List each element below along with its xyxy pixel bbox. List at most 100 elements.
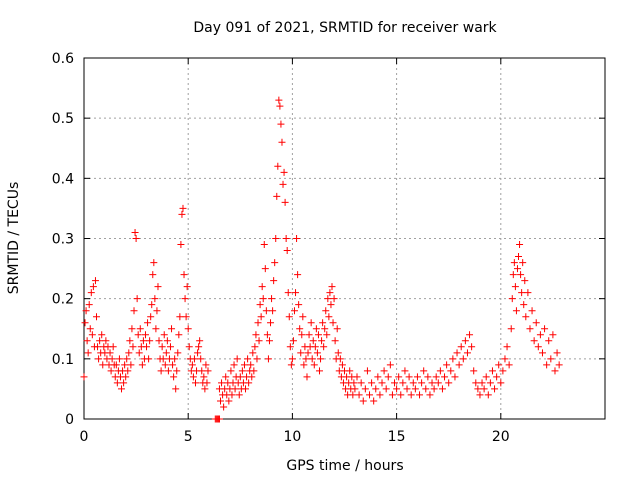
data-point bbox=[357, 379, 365, 387]
data-point bbox=[278, 138, 286, 146]
data-point bbox=[374, 373, 382, 381]
data-point bbox=[333, 325, 341, 333]
data-point bbox=[153, 307, 161, 315]
data-point bbox=[188, 361, 196, 369]
data-point bbox=[107, 367, 115, 375]
data-point bbox=[260, 241, 268, 249]
data-point bbox=[327, 301, 335, 309]
data-point bbox=[161, 361, 169, 369]
data-point bbox=[172, 385, 180, 393]
data-point bbox=[146, 337, 154, 345]
data-point bbox=[297, 349, 305, 357]
data-point bbox=[461, 337, 469, 345]
data-point bbox=[538, 349, 546, 357]
data-point bbox=[329, 319, 337, 327]
data-point bbox=[480, 385, 488, 393]
data-point bbox=[476, 391, 484, 399]
data-point bbox=[513, 265, 521, 273]
data-point bbox=[141, 331, 149, 339]
data-point bbox=[441, 373, 449, 381]
data-point bbox=[121, 361, 129, 369]
data-point bbox=[424, 373, 432, 381]
data-point bbox=[168, 325, 176, 333]
data-point bbox=[257, 313, 265, 321]
data-point bbox=[283, 247, 291, 255]
data-point bbox=[411, 385, 419, 393]
data-point bbox=[509, 271, 517, 279]
data-point bbox=[532, 319, 540, 327]
data-point bbox=[182, 313, 190, 321]
data-point bbox=[503, 343, 511, 351]
data-point bbox=[251, 343, 259, 351]
data-point bbox=[133, 295, 141, 303]
data-point bbox=[302, 355, 310, 363]
data-point bbox=[254, 319, 262, 327]
data-point bbox=[350, 379, 358, 387]
data-point bbox=[310, 361, 318, 369]
data-point bbox=[82, 307, 90, 315]
data-point bbox=[242, 385, 250, 393]
data-point bbox=[293, 235, 301, 242]
data-point bbox=[151, 295, 159, 303]
data-point bbox=[516, 241, 524, 249]
data-point bbox=[160, 331, 168, 339]
data-point bbox=[86, 325, 94, 333]
y-tick-label: 0.1 bbox=[52, 352, 74, 368]
data-point bbox=[143, 343, 151, 351]
data-point bbox=[308, 355, 316, 363]
data-point bbox=[258, 283, 266, 291]
data-point bbox=[317, 355, 325, 363]
data-point bbox=[191, 379, 199, 387]
data-point bbox=[169, 361, 177, 369]
data-point bbox=[220, 403, 228, 411]
data-point bbox=[457, 343, 465, 351]
data-point bbox=[249, 349, 257, 357]
data-point bbox=[255, 337, 263, 345]
data-point bbox=[157, 367, 165, 375]
data-point bbox=[320, 343, 328, 351]
y-tick-label: 0 bbox=[65, 412, 74, 428]
data-point bbox=[200, 373, 208, 381]
data-point bbox=[203, 379, 211, 387]
data-point bbox=[264, 355, 272, 363]
data-point bbox=[296, 325, 304, 333]
data-point bbox=[388, 391, 396, 399]
data-point bbox=[501, 355, 509, 363]
data-point bbox=[455, 361, 463, 369]
data-point bbox=[87, 289, 95, 297]
data-point bbox=[287, 361, 295, 369]
data-point bbox=[175, 331, 183, 339]
data-point bbox=[173, 367, 181, 375]
data-point bbox=[545, 337, 553, 345]
data-point bbox=[123, 355, 131, 363]
data-point bbox=[463, 349, 471, 357]
data-point bbox=[135, 349, 143, 357]
data-point bbox=[507, 325, 515, 333]
data-point bbox=[152, 325, 160, 333]
data-point bbox=[338, 361, 346, 369]
data-point bbox=[313, 349, 321, 357]
data-point bbox=[248, 373, 256, 381]
data-point bbox=[449, 355, 457, 363]
data-point bbox=[359, 397, 367, 405]
data-point bbox=[171, 355, 179, 363]
data-point bbox=[428, 379, 436, 387]
data-point bbox=[163, 337, 171, 345]
y-tick-label: 0.5 bbox=[52, 111, 74, 127]
y-tick-label: 0.3 bbox=[52, 232, 74, 248]
data-point bbox=[309, 337, 317, 345]
data-point bbox=[238, 367, 246, 375]
data-point bbox=[180, 271, 188, 279]
data-point bbox=[336, 355, 344, 363]
data-point bbox=[108, 355, 116, 363]
data-point bbox=[330, 295, 338, 303]
data-point bbox=[353, 373, 361, 381]
data-point bbox=[318, 337, 326, 345]
data-point bbox=[196, 337, 204, 345]
data-point bbox=[517, 271, 525, 279]
data-point bbox=[102, 337, 110, 345]
data-point bbox=[81, 319, 89, 327]
data-point bbox=[227, 367, 235, 375]
data-point bbox=[510, 259, 518, 267]
data-point bbox=[543, 361, 551, 369]
